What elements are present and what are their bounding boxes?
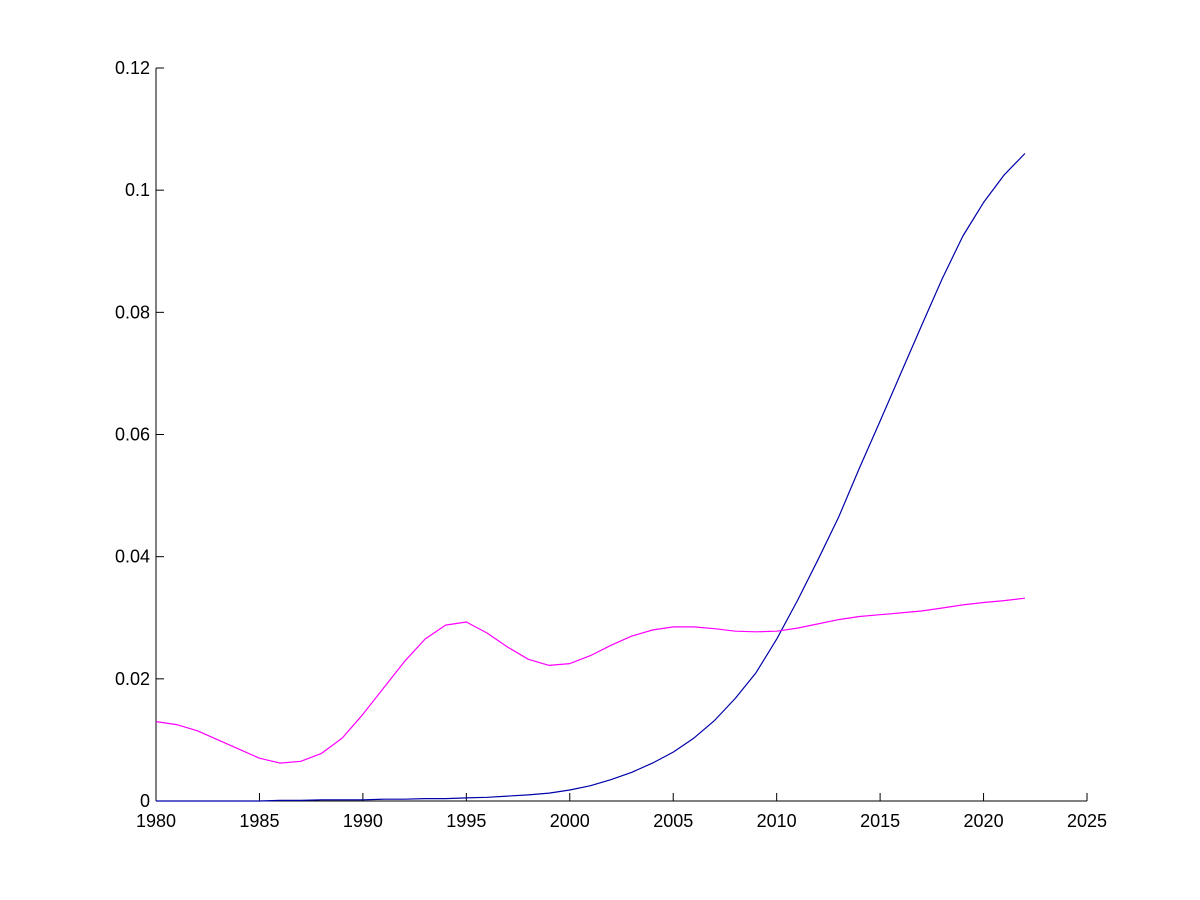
x-tick-label: 2000 (550, 811, 590, 831)
y-tick-label: 0.02 (115, 669, 150, 689)
y-tick-label: 0.06 (115, 425, 150, 445)
x-tick-label: 1980 (136, 811, 176, 831)
series-layer (155, 153, 1026, 802)
x-tick-label: 1985 (239, 811, 279, 831)
x-tick-label: 2005 (653, 811, 693, 831)
y-axis-ticks: 0 0.02 0.04 0.06 0.08 0.1 0.12 (115, 58, 164, 811)
series-line-1 (156, 153, 1026, 802)
y-tick-label: 0.12 (115, 58, 150, 78)
x-tick-label: 2020 (964, 811, 1004, 831)
x-tick-label: 2010 (757, 811, 797, 831)
chart-axes (155, 68, 1087, 802)
y-tick-label: 0.08 (115, 302, 150, 322)
y-tick-label: 0.04 (115, 547, 150, 567)
x-axis-ticks: 1980 1985 1990 1995 2000 2005 2010 2015 2020 2025 (136, 793, 1107, 831)
x-tick-label: 1990 (343, 811, 383, 831)
x-tick-label: 2015 (860, 811, 900, 831)
series-line-2 (155, 597, 1025, 764)
y-tick-label: 0 (140, 791, 150, 811)
x-tick-label: 1995 (446, 811, 486, 831)
y-tick-label: 0.1 (125, 180, 150, 200)
x-tick-label: 2025 (1067, 811, 1107, 831)
